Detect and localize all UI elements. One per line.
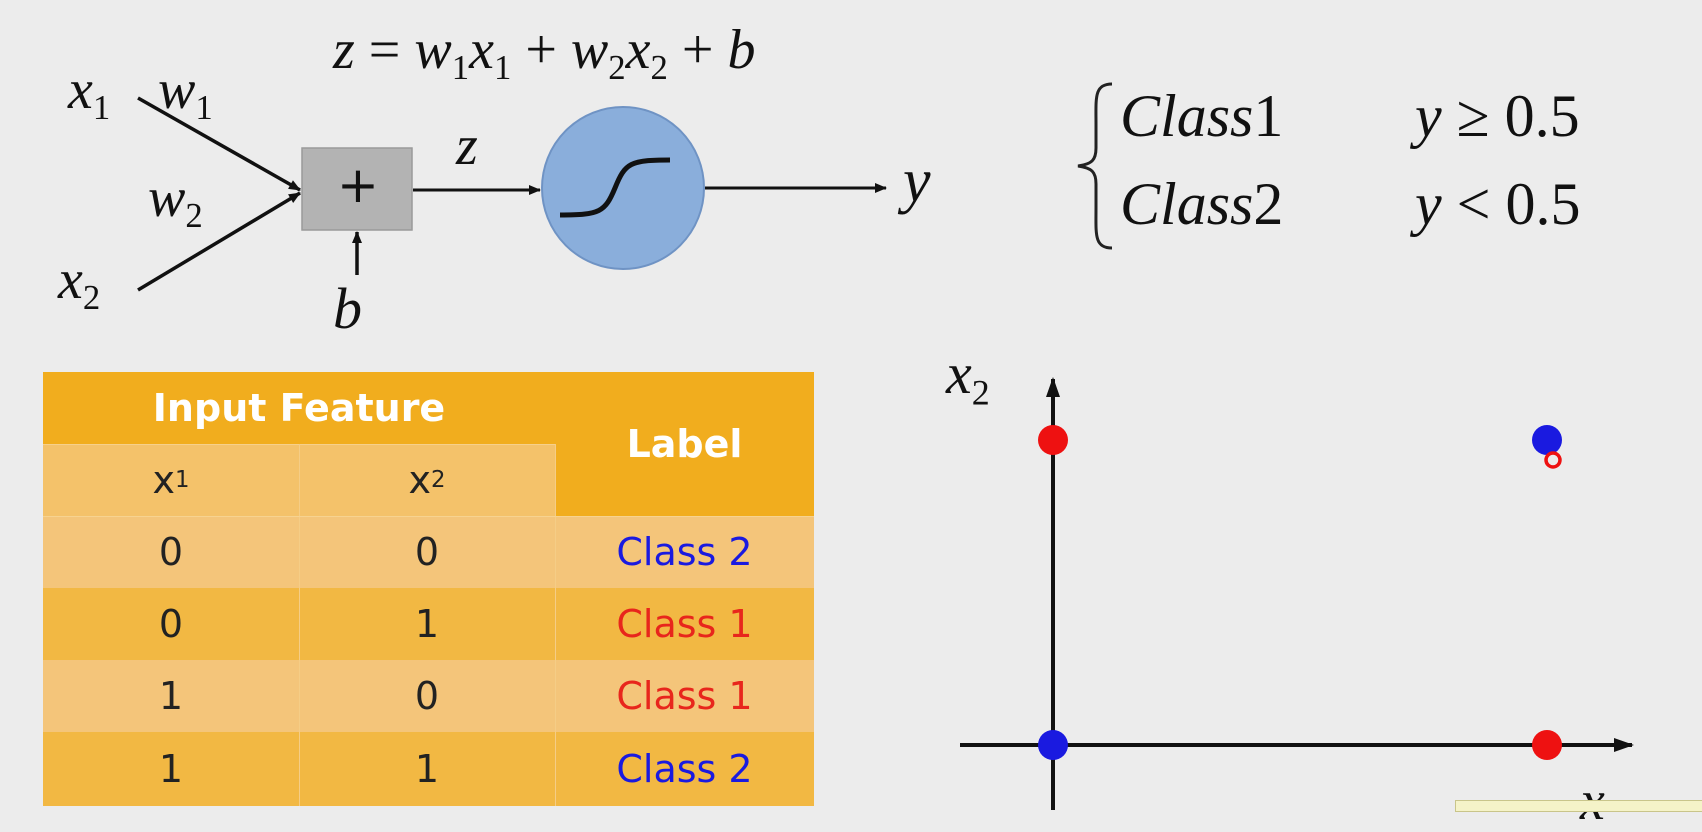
activation-circle xyxy=(541,106,705,270)
table-cell-x2: 0 xyxy=(414,674,440,718)
table-cell-label: Class 2 xyxy=(616,747,753,791)
table-cell-x1: 0 xyxy=(158,602,184,646)
scatter-point-1-0 xyxy=(1532,730,1562,760)
z-label: z xyxy=(456,115,478,177)
scatter-svg xyxy=(960,377,1634,810)
scatter-point-0-1 xyxy=(1038,425,1068,455)
rule-row-class1: Class1 y ≥ 0.5 xyxy=(1120,83,1580,149)
table-cell-x1: 0 xyxy=(158,530,184,574)
input-x1-label: x1 xyxy=(68,59,111,128)
table-cell-x2: 1 xyxy=(414,747,440,791)
left-brace-icon xyxy=(1077,82,1113,250)
label-header: Label xyxy=(626,422,743,466)
output-y-label: y xyxy=(903,147,931,215)
rule-row-class2: Class2 y < 0.5 xyxy=(1120,171,1581,237)
input-feature-header: Input Feature xyxy=(152,386,446,430)
table-cell-label: Class 1 xyxy=(616,602,753,646)
bias-label: b xyxy=(333,276,362,341)
pointer-marker xyxy=(1544,451,1562,469)
table-cell-x2: 1 xyxy=(414,602,440,646)
table-cell-x2: 0 xyxy=(414,530,440,574)
sum-symbol: + xyxy=(337,156,379,214)
weight-w1-label: w1 xyxy=(158,59,213,128)
neuron-diagram xyxy=(137,96,887,292)
y-axis-label: x2 xyxy=(946,341,990,413)
classification-rule: Class1 y ≥ 0.5 Class2 y < 0.5 xyxy=(1072,78,1632,253)
weight-w2-label: w2 xyxy=(148,167,203,236)
scatter-point-1-1 xyxy=(1532,425,1562,455)
table-cell-label: Class 2 xyxy=(616,530,753,574)
input-x2-label: x2 xyxy=(58,249,101,318)
table-cell-label: Class 1 xyxy=(616,674,753,718)
scatter-point-0-0 xyxy=(1038,730,1068,760)
input-x1-line xyxy=(137,96,301,192)
caption-box xyxy=(1455,800,1702,812)
xor-scatter-plot: x2 x xyxy=(940,345,1670,829)
sum-box xyxy=(301,147,413,231)
table-cell-x1: 1 xyxy=(158,747,184,791)
neuron-formula: z = w1x1 + w2x2 + b xyxy=(333,19,756,88)
sigmoid-icon xyxy=(559,157,671,218)
table-cell-x1: 1 xyxy=(158,674,184,718)
input-x2-line xyxy=(137,191,301,292)
